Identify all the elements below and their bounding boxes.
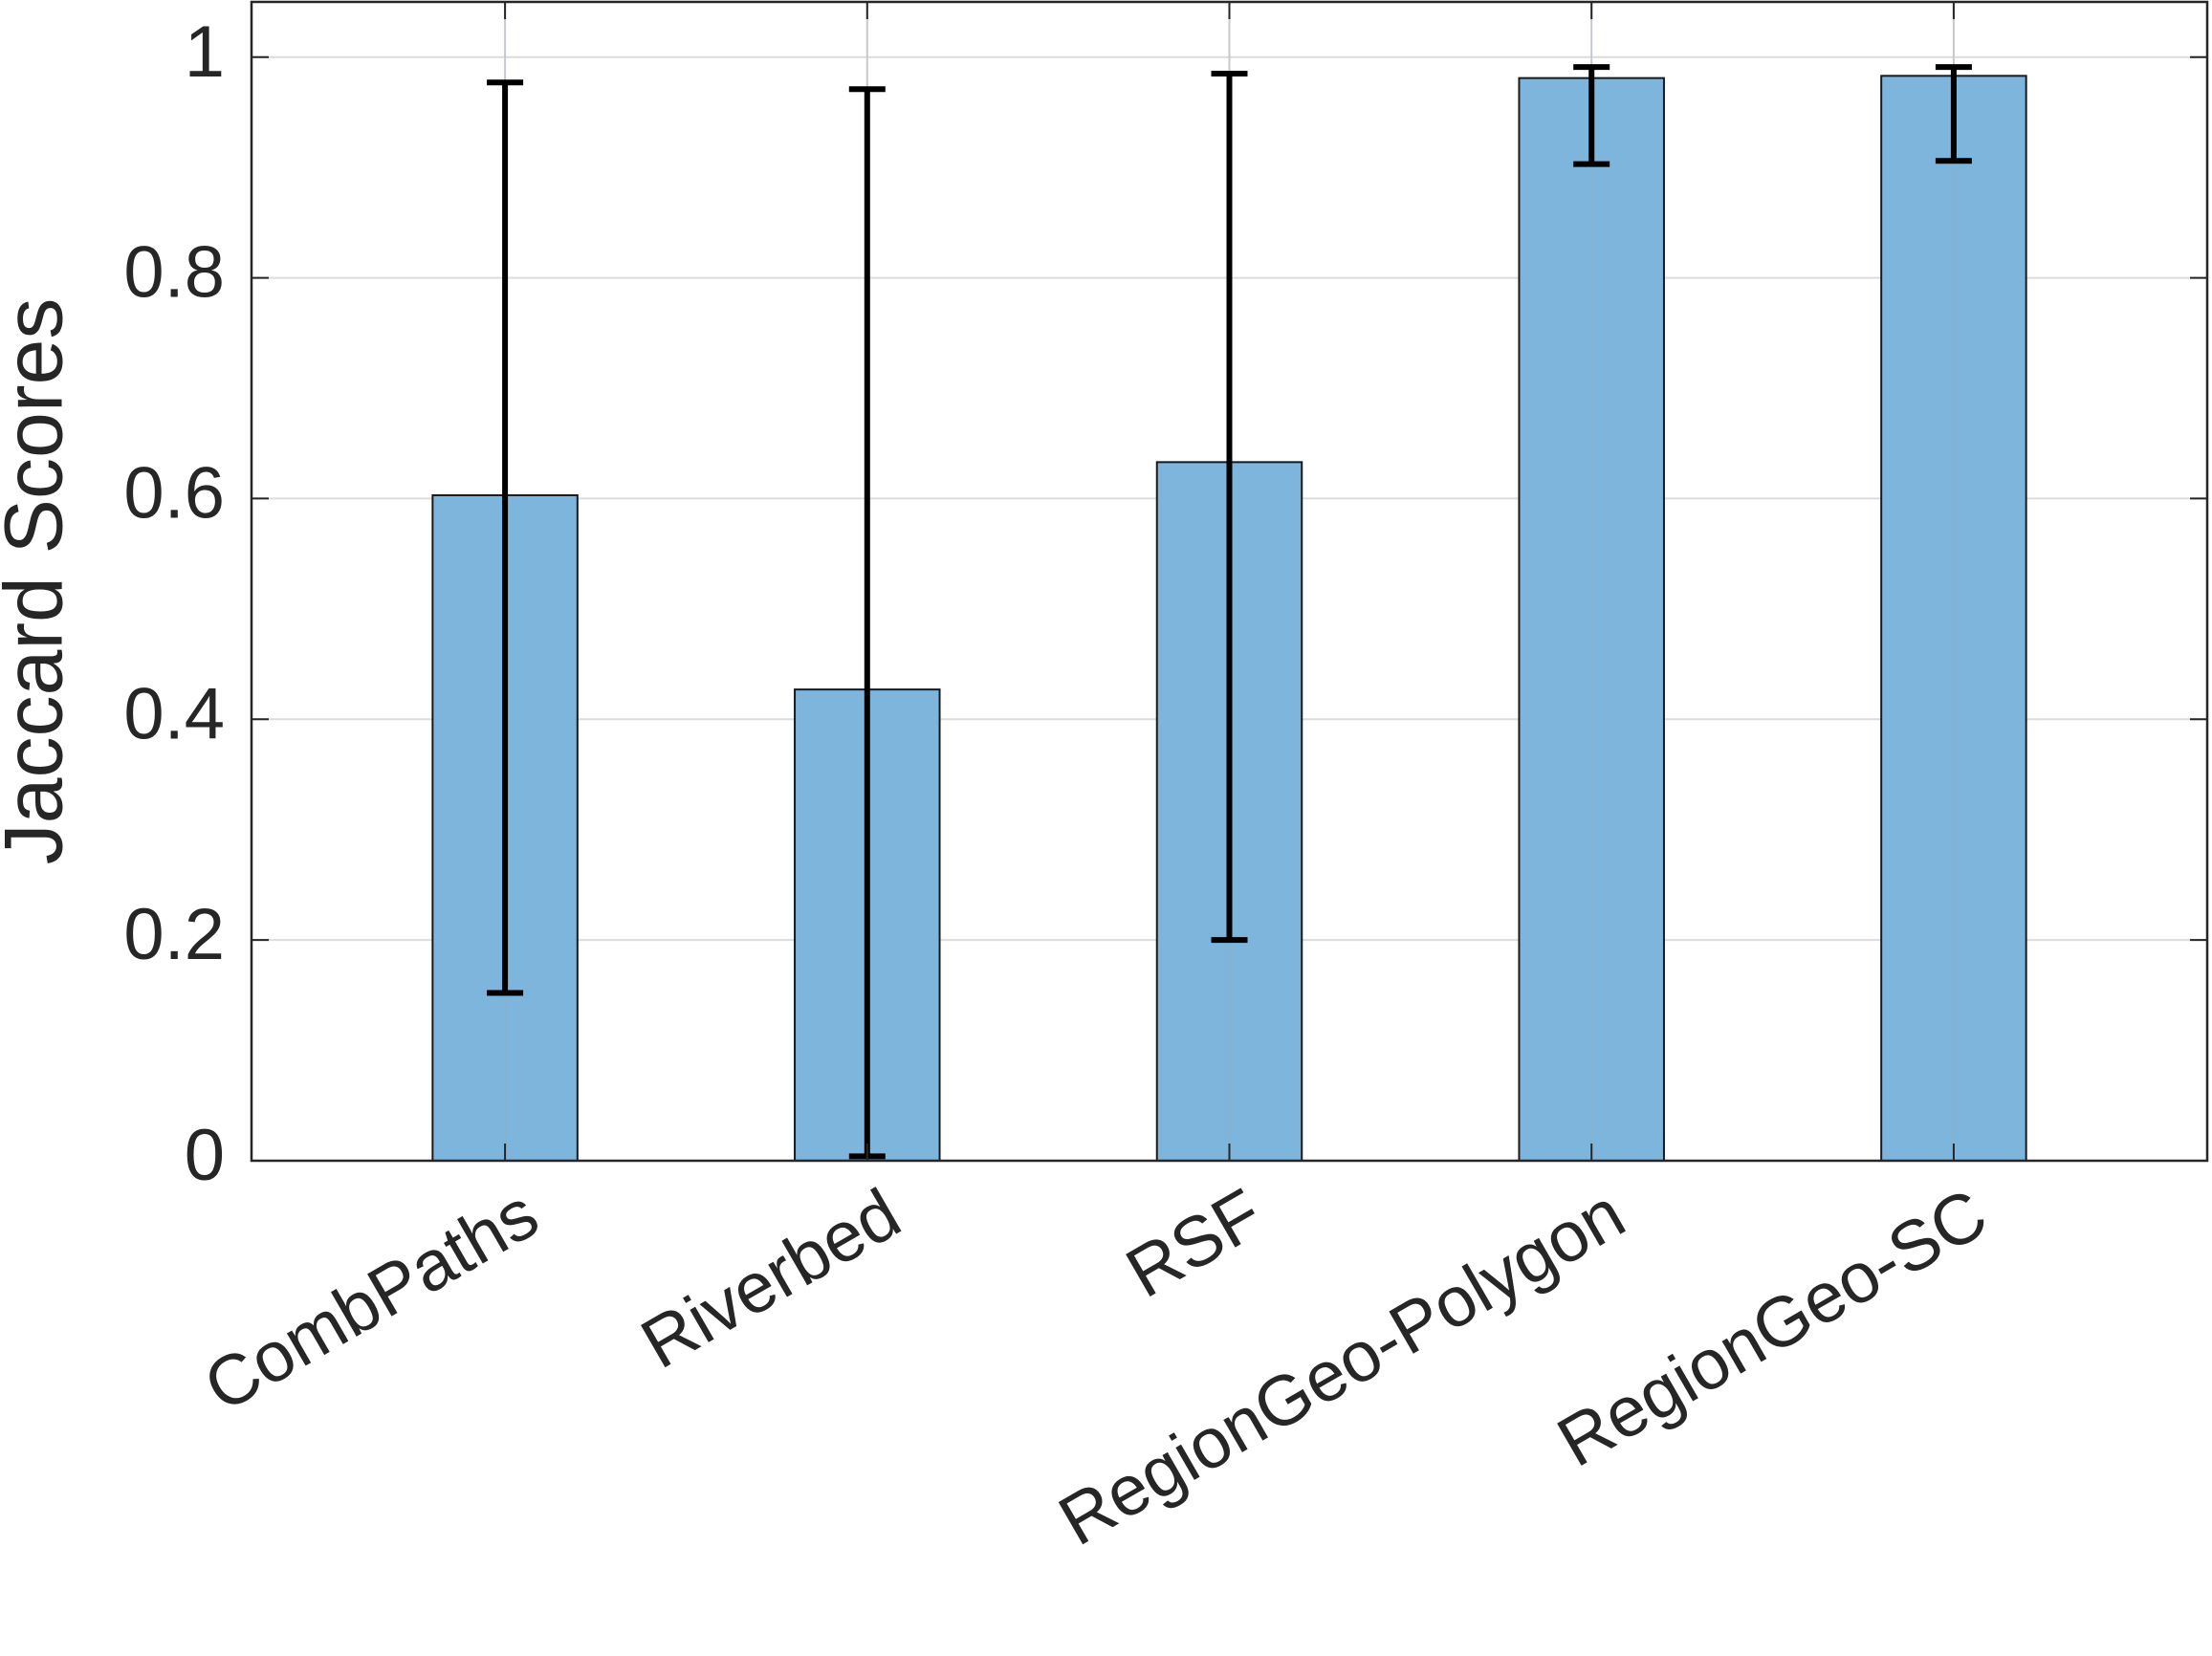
x-tick-label: CombPaths xyxy=(191,1173,551,1427)
error-bar xyxy=(1935,64,1972,164)
bar xyxy=(1880,75,2027,1162)
y-axis-label: Jaccard Scores xyxy=(0,298,80,865)
y-tick-label: 0.6 xyxy=(123,453,225,534)
y-tick-label: 0.8 xyxy=(123,232,225,314)
y-tick-label: 0.2 xyxy=(123,894,225,975)
y-tick-label: 0.4 xyxy=(123,673,225,754)
error-bar xyxy=(1573,64,1610,167)
y-tick-label: 0 xyxy=(185,1115,225,1196)
error-bar xyxy=(1211,71,1248,944)
x-tick-label: Riverbed xyxy=(628,1173,913,1384)
error-bar xyxy=(487,79,524,996)
x-tick-label: RSF xyxy=(1113,1173,1276,1313)
y-tick-label: 1 xyxy=(185,11,225,93)
bar xyxy=(1518,76,1665,1162)
axes-box xyxy=(250,0,2209,1163)
